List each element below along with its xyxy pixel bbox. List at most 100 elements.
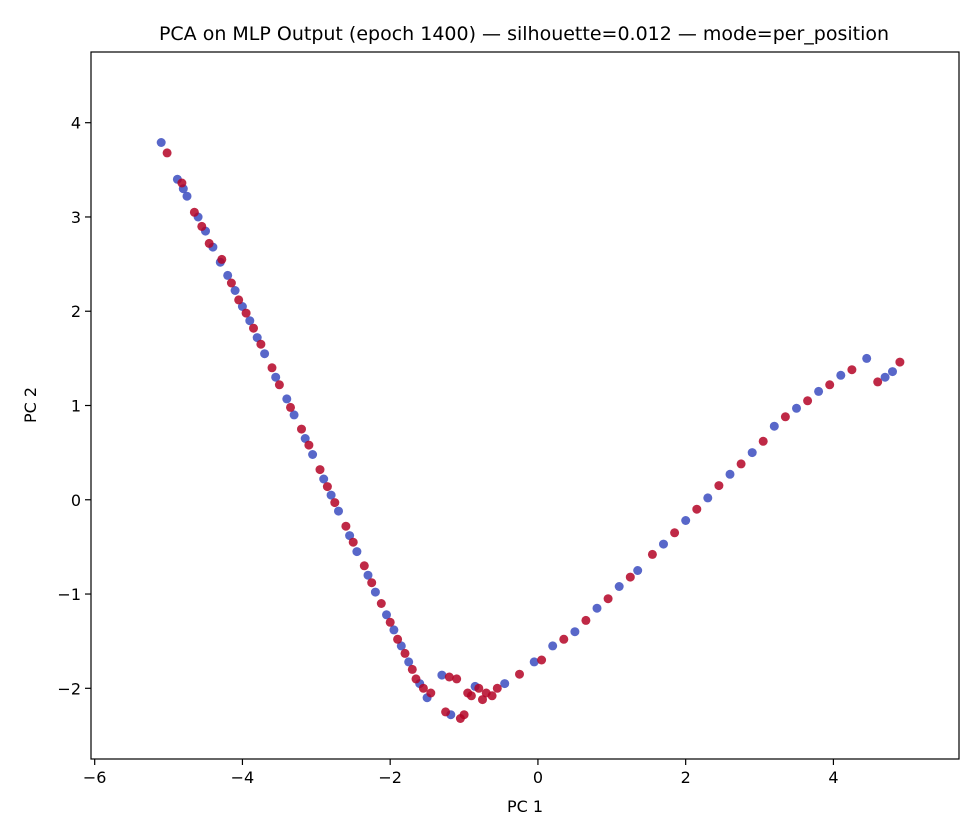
scatter-point-red: [197, 221, 207, 231]
scatter-point-red: [466, 691, 476, 701]
scatter-point-red: [177, 178, 187, 188]
scatter-point-red: [873, 377, 883, 387]
scatter-point-red: [304, 440, 314, 450]
scatter-point-red: [407, 664, 417, 674]
scatter-point-blue: [548, 641, 558, 651]
chart-title: PCA on MLP Output (epoch 1400) — silhoue…: [159, 23, 889, 45]
scatter-point-blue: [223, 270, 233, 280]
scatter-point-red: [692, 504, 702, 514]
scatter-point-blue: [614, 582, 624, 591]
scatter-point-red: [825, 380, 835, 390]
scatter-point-blue: [319, 474, 329, 484]
scatter-point-red: [581, 615, 591, 625]
scatter-point-red: [537, 655, 547, 665]
x-tick-label: 0: [533, 768, 543, 787]
scatter-point-blue: [382, 610, 391, 620]
scatter-point-red: [385, 617, 395, 627]
y-tick-label: 1: [71, 397, 81, 416]
y-tick-label: 0: [71, 491, 81, 510]
scatter-point-blue: [792, 403, 801, 413]
ticks-layer: −6 −4 −2 0 2 4 −2 −1 0 1 2 3 4: [57, 114, 838, 787]
scatter-point-red: [234, 295, 244, 305]
scatter-point-red: [267, 363, 277, 373]
scatter-point-red: [559, 634, 569, 644]
scatter-point-blue: [370, 587, 380, 597]
scatter-point-blue: [888, 367, 897, 377]
scatter-point-blue: [156, 138, 166, 147]
scatter-point-red: [348, 537, 358, 547]
scatter-point-red: [315, 465, 325, 475]
scatter-point-red: [803, 396, 813, 406]
scatter-point-red: [647, 549, 657, 559]
scatter-point-blue: [404, 657, 414, 667]
scatter-point-red: [603, 594, 613, 604]
scatter-point-red: [322, 482, 332, 492]
scatter-point-blue: [659, 539, 668, 549]
scatter-point-red: [341, 521, 351, 531]
y-tick-label: 3: [71, 208, 81, 227]
scatter-point-blue: [814, 386, 824, 396]
scatter-point-red: [487, 691, 497, 701]
scatter-point-blue: [529, 657, 539, 667]
scatter-point-blue: [725, 469, 735, 479]
scatter-point-blue: [836, 370, 846, 380]
scatter-point-blue: [334, 506, 343, 516]
scatter-point-blue: [182, 191, 192, 201]
scatter-point-red: [286, 402, 295, 412]
y-tick-label: −1: [57, 585, 81, 604]
scatter-point-red: [736, 459, 746, 469]
x-tick-label: 2: [681, 768, 691, 787]
scatter-point-red: [297, 424, 306, 434]
x-tick-label: −6: [83, 768, 107, 787]
scatter-point-red: [162, 148, 172, 158]
scatter-point-red: [459, 710, 469, 720]
scatter-point-red: [226, 278, 236, 288]
scatter-point-blue: [308, 450, 318, 459]
scatter-point-red: [670, 528, 680, 538]
x-tick-label: −4: [231, 768, 255, 787]
scatter-point-red: [367, 578, 377, 588]
scatter-point-blue: [252, 333, 262, 343]
x-tick-label: 4: [828, 768, 838, 787]
scatter-point-red: [204, 238, 214, 248]
scatter-point-red: [625, 572, 635, 582]
scatter-point-red: [478, 695, 487, 705]
scatter-point-red: [515, 669, 524, 679]
scatter-point-red: [411, 674, 421, 684]
scatter-point-red: [330, 498, 340, 508]
scatter-point-red: [376, 599, 386, 608]
scatter-point-blue: [396, 641, 406, 651]
points-layer: [156, 138, 905, 723]
scatter-point-red: [256, 339, 266, 349]
scatter-point-blue: [703, 493, 713, 503]
scatter-point-blue: [282, 394, 292, 404]
scatter-point-blue: [245, 316, 255, 326]
scatter-point-red: [714, 481, 724, 491]
scatter-point-red: [444, 672, 454, 682]
scatter-point-blue: [570, 627, 580, 637]
scatter-point-red: [780, 412, 790, 422]
plot-frame: [90, 51, 960, 760]
scatter-point-red: [189, 207, 199, 217]
scatter-point-red: [452, 674, 462, 684]
scatter-point-blue: [326, 490, 336, 500]
scatter-point-red: [359, 561, 369, 571]
scatter-point-red: [847, 365, 857, 375]
scatter-point-blue: [592, 603, 602, 613]
scatter-point-blue: [260, 349, 270, 359]
scatter-point-red: [895, 357, 905, 367]
scatter-point-blue: [363, 570, 373, 580]
scatter-point-blue: [389, 625, 399, 635]
scatter-point-red: [758, 436, 768, 446]
scatter-point-red: [217, 254, 227, 264]
y-tick-label: 4: [71, 114, 81, 133]
scatter-point-blue: [289, 410, 299, 420]
scatter-point-blue: [300, 434, 310, 443]
scatter-point-red: [492, 683, 502, 693]
scatter-point-blue: [681, 516, 691, 525]
scatter-point-blue: [437, 670, 447, 680]
scatter-point-blue: [230, 286, 240, 295]
x-tick-label: −2: [378, 768, 402, 787]
scatter-point-red: [441, 707, 451, 717]
